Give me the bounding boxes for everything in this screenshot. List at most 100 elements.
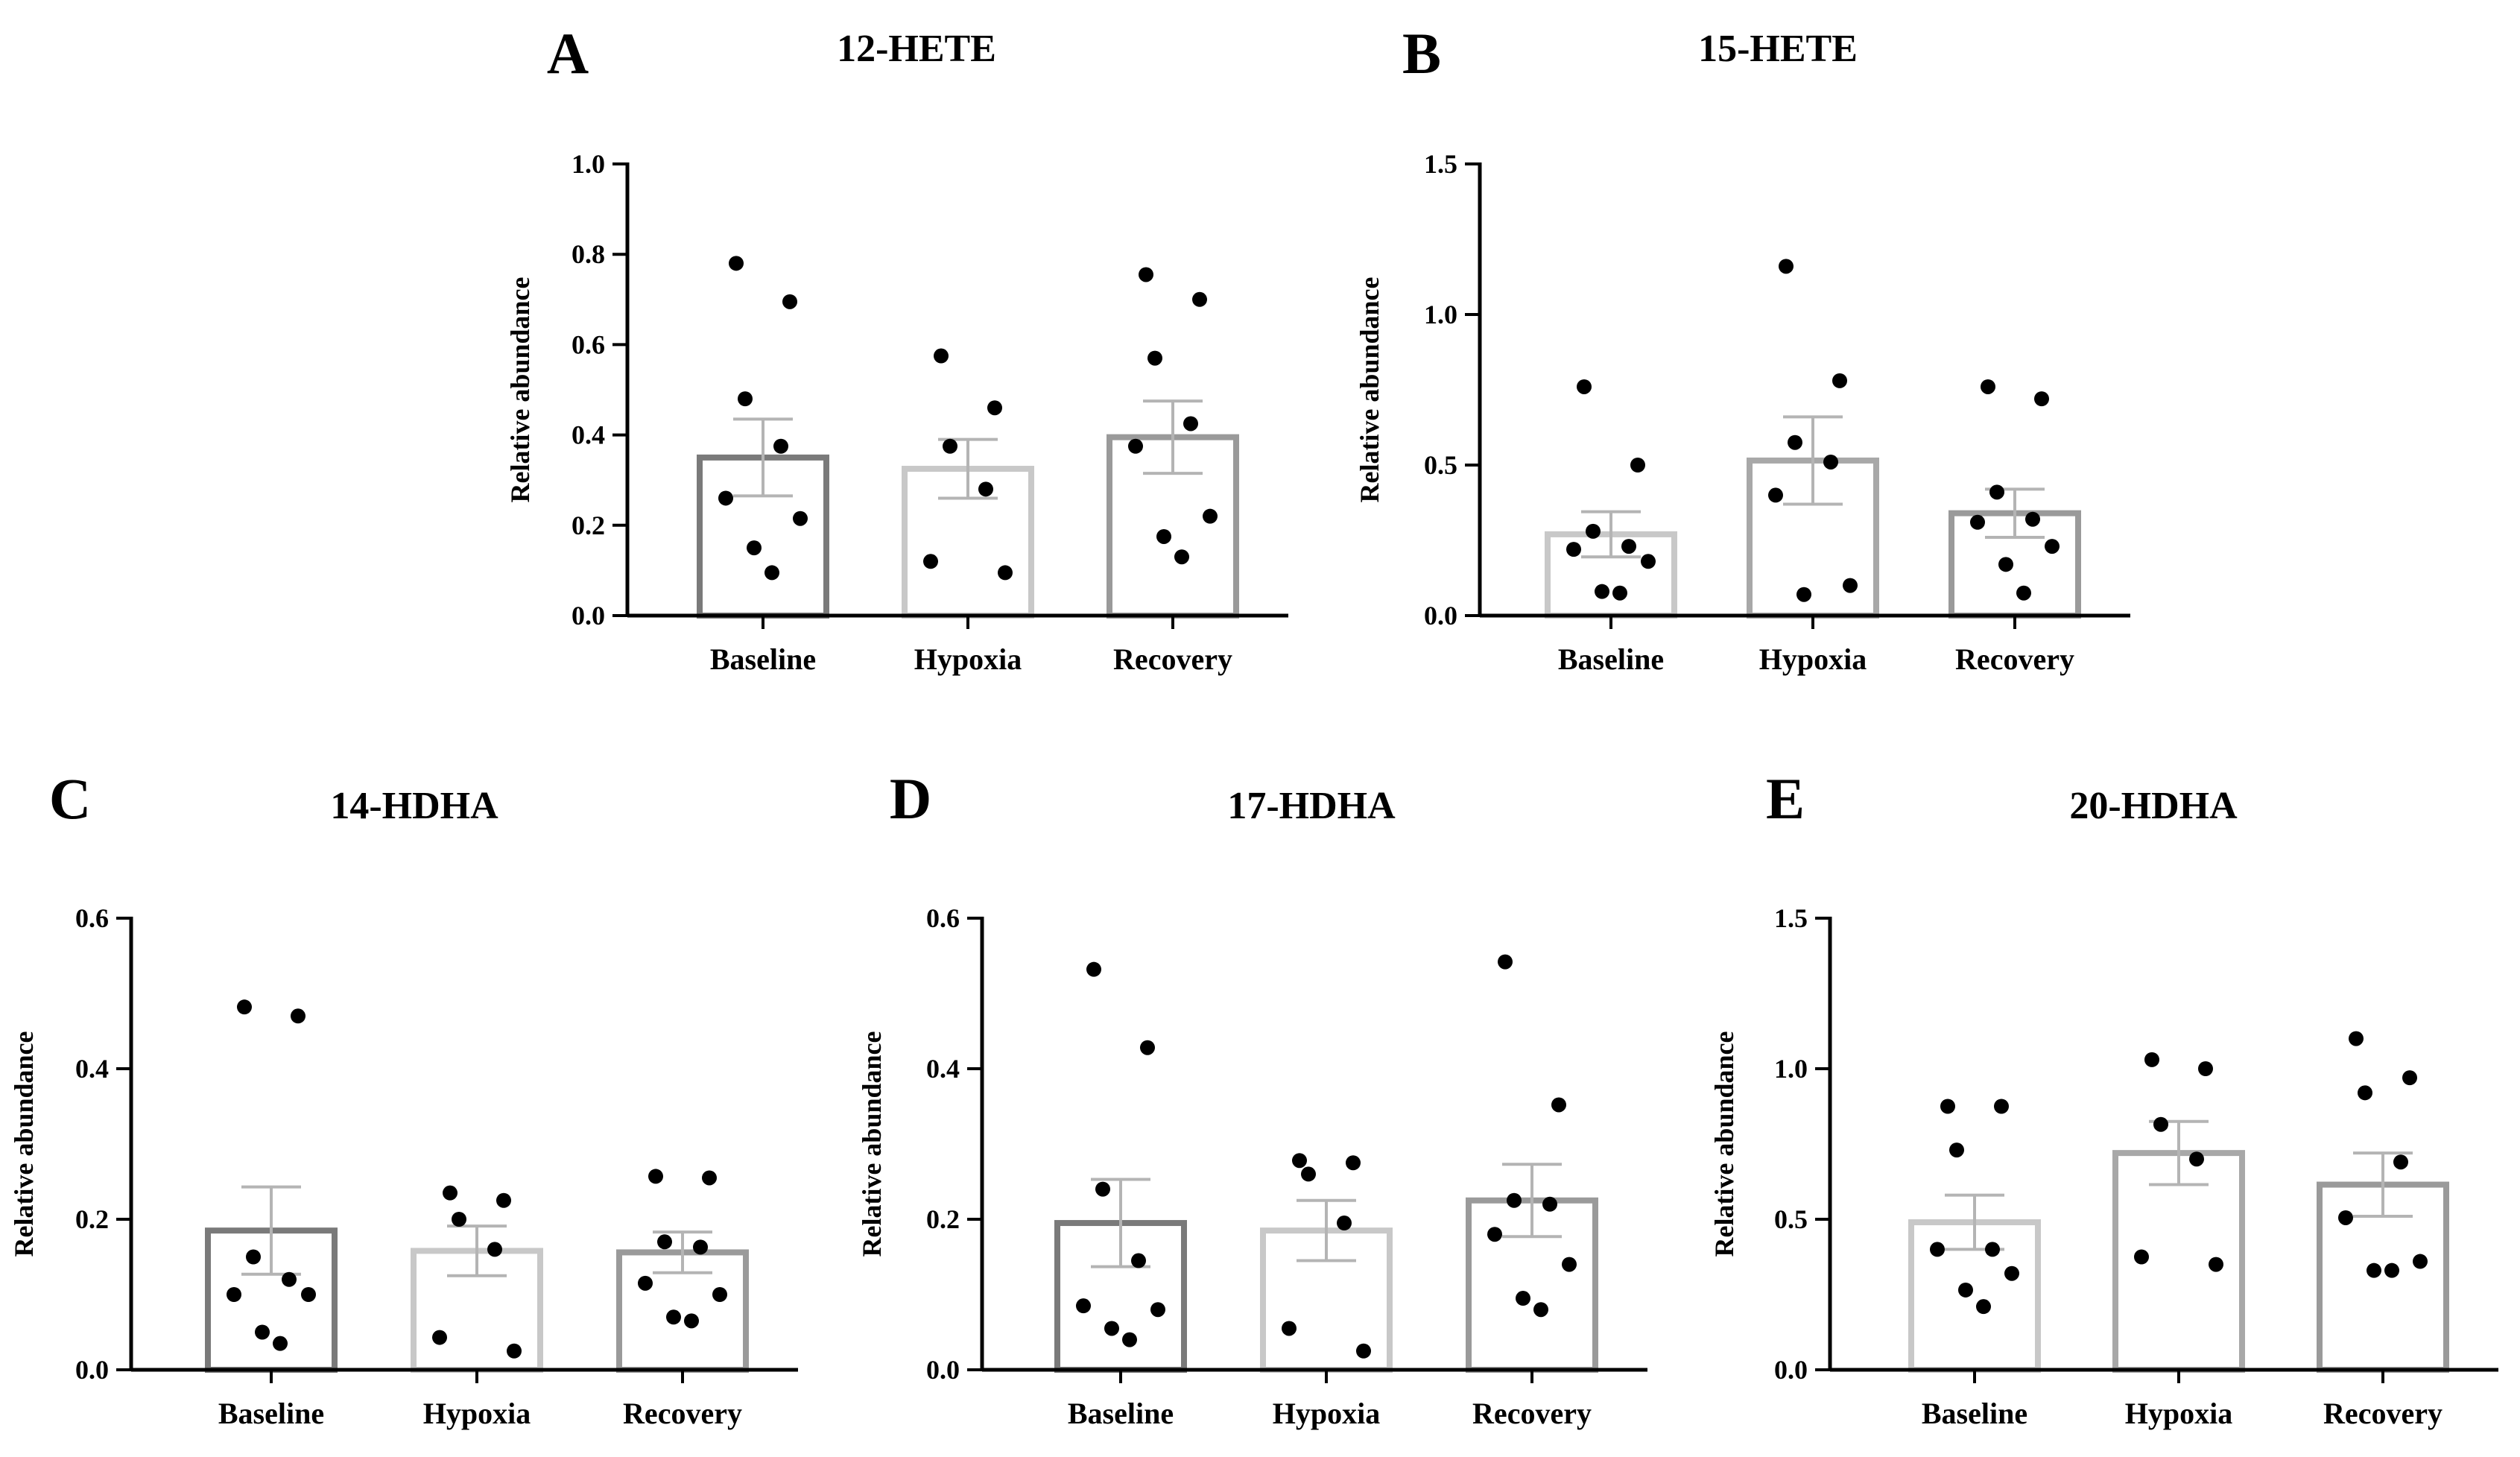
data-point-baseline (227, 1287, 241, 1302)
data-point-hypoxia (998, 565, 1013, 581)
data-point-baseline (1949, 1142, 1964, 1158)
data-point-baseline (738, 391, 753, 407)
y-tick-label: 0.4 (75, 1054, 109, 1084)
chart-title: 17-HDHA (1227, 785, 1396, 827)
data-point-recovery (702, 1170, 717, 1186)
data-point-recovery (684, 1313, 699, 1329)
data-point-baseline (1641, 554, 1656, 569)
x-tick-label: Hypoxia (423, 1397, 531, 1430)
data-point-recovery (657, 1234, 672, 1250)
data-point-hypoxia (452, 1212, 466, 1227)
data-point-recovery (712, 1287, 727, 1302)
data-point-hypoxia (978, 481, 993, 497)
data-point-recovery (1174, 549, 1189, 565)
y-tick-label: 0.2 (75, 1204, 109, 1234)
data-point-recovery (2358, 1085, 2372, 1101)
y-tick-label: 0.0 (1774, 1355, 1808, 1385)
y-tick-label: 1.0 (1424, 300, 1457, 329)
data-point-baseline (1994, 1099, 2009, 1114)
y-tick-label: 0.0 (926, 1355, 960, 1385)
data-point-hypoxia (1779, 259, 1794, 274)
data-point-hypoxia (443, 1185, 458, 1201)
data-point-hypoxia (1832, 373, 1847, 388)
data-point-recovery (2016, 585, 2031, 601)
x-tick-label: Baseline (1068, 1397, 1174, 1430)
chart-title: 20-HDHA (2069, 785, 2238, 827)
panel-letter: B (1402, 21, 1441, 86)
panel-letter: A (547, 21, 589, 86)
data-point-baseline (1076, 1298, 1091, 1314)
data-point-recovery (2402, 1070, 2417, 1086)
data-point-hypoxia (1337, 1216, 1352, 1231)
data-point-hypoxia (507, 1343, 522, 1359)
data-point-baseline (1122, 1332, 1137, 1347)
x-tick-label: Baseline (218, 1397, 324, 1430)
data-point-recovery (1516, 1291, 1530, 1306)
y-tick-label: 1.5 (1774, 903, 1808, 933)
data-point-recovery (1998, 557, 2013, 572)
chart-title: 15-HETE (1698, 28, 1858, 70)
data-point-recovery (1128, 438, 1143, 454)
data-point-recovery (1139, 267, 1153, 282)
data-point-hypoxia (2198, 1061, 2213, 1076)
y-tick-label: 1.0 (1774, 1054, 1808, 1084)
data-point-baseline (1985, 1242, 2000, 1257)
data-point-hypoxia (2209, 1257, 2223, 1272)
y-tick-label: 0.6 (572, 329, 605, 359)
data-point-hypoxia (1796, 587, 1811, 602)
data-point-baseline (255, 1324, 270, 1340)
x-tick-label: Hypoxia (2125, 1397, 2232, 1430)
data-point-baseline (282, 1271, 297, 1287)
data-point-recovery (1981, 379, 1995, 394)
data-point-recovery (1989, 484, 2004, 500)
data-point-baseline (291, 1008, 305, 1024)
data-point-recovery (666, 1309, 681, 1325)
data-point-baseline (1586, 523, 1601, 539)
y-axis-label: Relative abundance (505, 276, 535, 502)
data-point-hypoxia (943, 438, 957, 454)
y-tick-label: 0.0 (75, 1355, 109, 1385)
data-point-recovery (2413, 1254, 2428, 1269)
data-point-baseline (1621, 539, 1636, 554)
data-point-hypoxia (1282, 1321, 1297, 1336)
y-tick-label: 0.0 (572, 601, 605, 630)
x-tick-label: Baseline (1922, 1397, 2027, 1430)
x-tick-label: Hypoxia (1759, 642, 1867, 676)
data-point-baseline (764, 565, 779, 581)
data-point-hypoxia (1292, 1153, 1307, 1169)
data-point-recovery (1192, 291, 1207, 307)
data-point-recovery (1147, 350, 1162, 366)
data-point-recovery (2034, 391, 2049, 407)
data-point-baseline (718, 490, 733, 506)
data-point-baseline (1140, 1040, 1155, 1055)
y-tick-label: 0.8 (572, 239, 605, 269)
data-point-recovery (648, 1169, 663, 1184)
data-point-hypoxia (1788, 434, 1802, 450)
y-axis-label: Relative abundance (1709, 1031, 1739, 1257)
data-point-baseline (1595, 584, 1609, 599)
data-point-recovery (1542, 1196, 1557, 1212)
panel-e: E 20-HDHA Relative abundance Baseline Hypoxi… (1709, 766, 2498, 1430)
y-tick-label: 0.5 (1424, 450, 1457, 480)
data-point-baseline (1612, 585, 1627, 601)
y-tick-label: 0.4 (926, 1054, 960, 1084)
data-point-recovery (1487, 1227, 1502, 1242)
data-point-recovery (2384, 1262, 2399, 1278)
data-point-hypoxia (934, 348, 949, 364)
x-tick-label: Recovery (1472, 1397, 1592, 1430)
data-point-baseline (1566, 542, 1581, 557)
x-tick-label: Recovery (1955, 642, 2074, 676)
y-tick-label: 0.0 (1424, 601, 1457, 630)
data-point-baseline (301, 1287, 316, 1302)
y-tick-label: 0.2 (926, 1204, 960, 1234)
x-tick-label: Recovery (623, 1397, 742, 1430)
data-point-recovery (2025, 511, 2040, 527)
data-point-hypoxia (923, 554, 938, 569)
chart-title: 12-HETE (837, 28, 996, 70)
data-point-baseline (1630, 458, 1645, 473)
x-tick-label: Hypoxia (914, 642, 1022, 676)
data-point-recovery (1551, 1097, 1566, 1113)
x-tick-label: Hypoxia (1273, 1397, 1380, 1430)
data-point-recovery (638, 1275, 653, 1291)
data-point-baseline (1086, 961, 1101, 977)
